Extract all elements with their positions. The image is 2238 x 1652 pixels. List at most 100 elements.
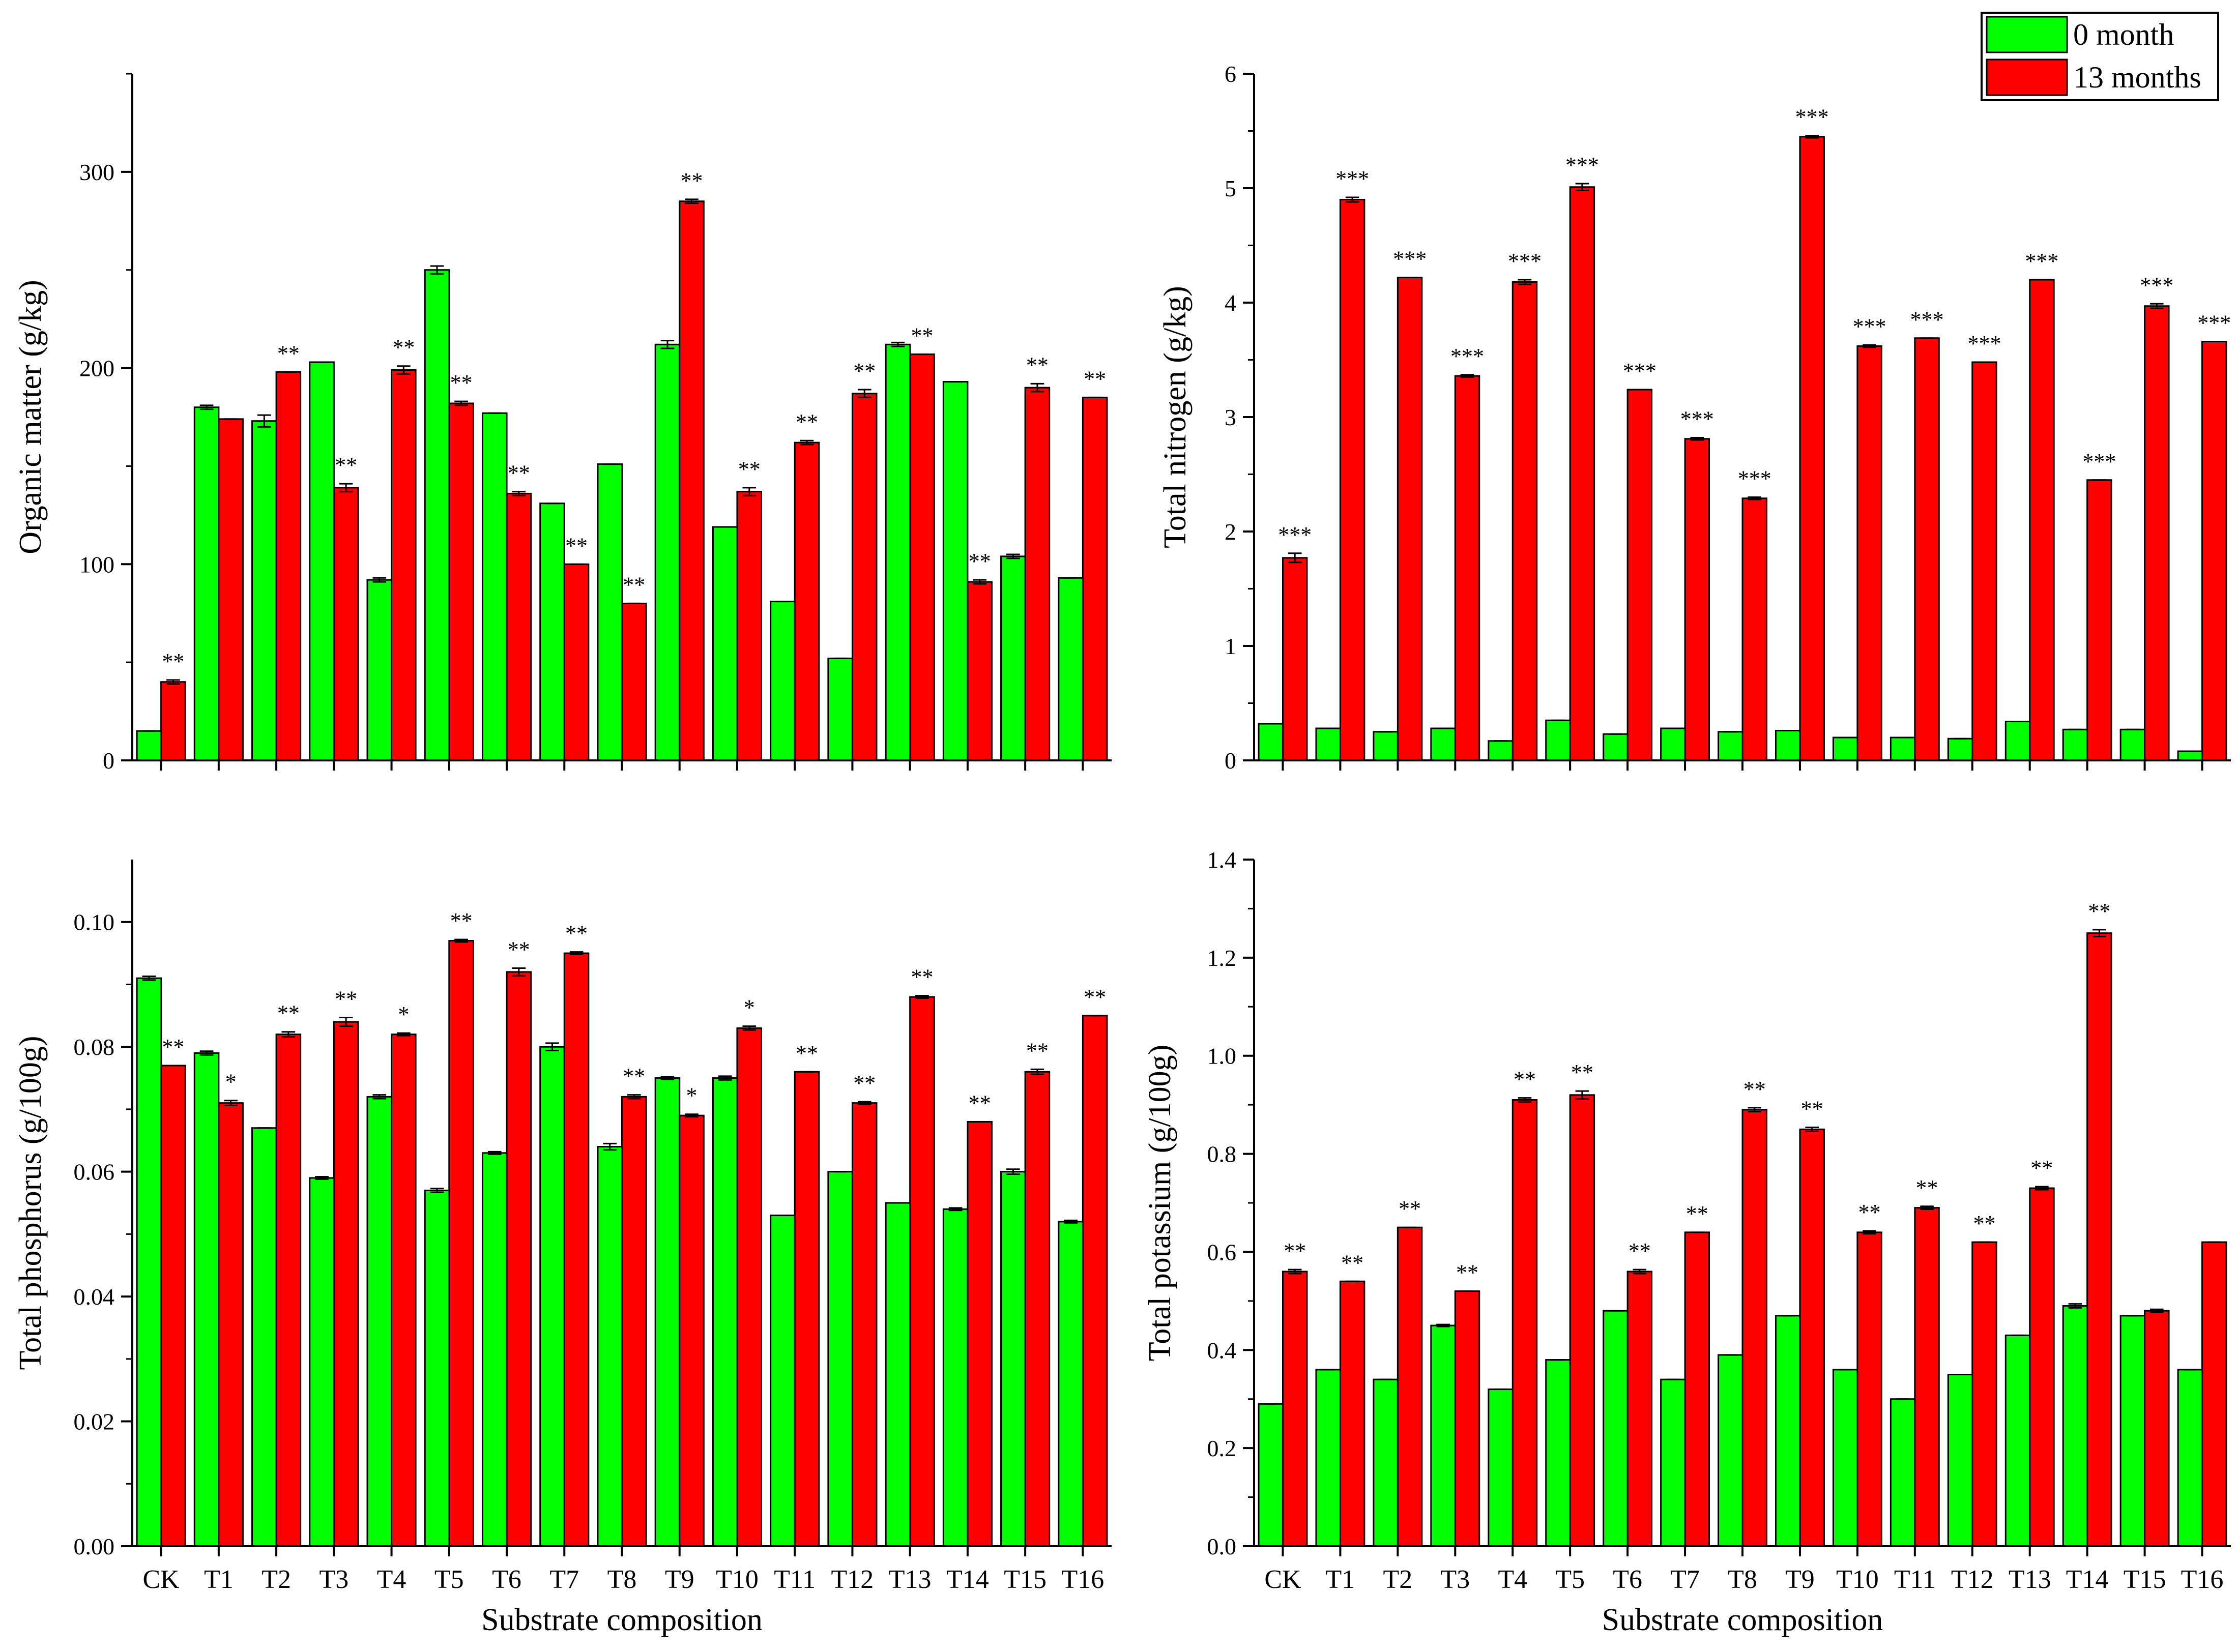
total-phosphorus-errorbar-0-month-ck xyxy=(142,976,156,981)
organic-matter-y-tick-label: 300 xyxy=(79,159,114,185)
total-phosphorus-significance-t11: ** xyxy=(796,1041,818,1066)
total-phosphorus-bar-0-month-ck xyxy=(136,977,162,1547)
organic-matter-errorbar-13-months-t3 xyxy=(339,483,353,493)
organic-matter-errorbar-13-months-ck xyxy=(166,679,180,685)
total-phosphorus-category-label-t9: T9 xyxy=(665,1565,694,1594)
total-phosphorus-errorbar-0-month-t4 xyxy=(372,1094,387,1100)
total-potassium-significance-t9: ** xyxy=(1801,1097,1823,1122)
organic-matter-bar-13-months-t14 xyxy=(967,581,993,761)
total-phosphorus-significance-t1: * xyxy=(225,1070,237,1095)
total-potassium-errorbar-13-months-t8 xyxy=(1748,1107,1761,1113)
total-nitrogen-errorbar-13-months-t15 xyxy=(2150,303,2164,309)
total-potassium-bar-13-months-t3 xyxy=(1454,1290,1480,1547)
total-nitrogen-bar-13-months-t11 xyxy=(1914,337,1940,761)
total-potassium-significance-t2: ** xyxy=(1399,1196,1421,1221)
organic-matter-bar-0-month-t11 xyxy=(770,601,796,761)
total-phosphorus-errorbar-13-months-t8 xyxy=(627,1094,641,1100)
total-nitrogen-bar-13-months-t13 xyxy=(2029,279,2055,761)
organic-matter-bar-0-month-t10 xyxy=(712,526,738,761)
total-phosphorus-bar-13-months-t5 xyxy=(448,940,474,1547)
total-nitrogen-errorbar-13-months-t8 xyxy=(1748,496,1761,500)
total-nitrogen-significance-t14: *** xyxy=(2082,449,2116,474)
total-potassium-significance-t14: ** xyxy=(2088,899,2110,924)
total-nitrogen-bar-13-months-t7 xyxy=(1684,438,1710,761)
total-phosphorus-category-label-t4: T4 xyxy=(377,1565,406,1594)
total-phosphorus-errorbar-0-month-t14 xyxy=(948,1207,963,1212)
total-nitrogen-bar-0-month-t11 xyxy=(1890,736,1916,761)
total-potassium-category-label-ck: CK xyxy=(1264,1565,1301,1594)
total-nitrogen-errorbar-13-months-t5 xyxy=(1575,183,1589,191)
total-nitrogen-bar-13-months-t2 xyxy=(1397,277,1423,761)
total-phosphorus-significance-t16: ** xyxy=(1084,985,1106,1010)
total-potassium-bar-13-months-t12 xyxy=(1971,1241,1997,1547)
organic-matter-bar-13-months-t5 xyxy=(448,402,474,761)
total-nitrogen-bar-13-months-t4 xyxy=(1512,281,1538,761)
total-potassium-y-tick-label: 0.2 xyxy=(1207,1435,1237,1461)
organic-matter-significance-t16: ** xyxy=(1084,366,1106,391)
total-phosphorus-bar-13-months-t12 xyxy=(851,1102,878,1547)
total-potassium-bar-13-months-t7 xyxy=(1684,1231,1710,1547)
organic-matter-bar-0-month-t9 xyxy=(654,343,681,761)
organic-matter-significance-t4: ** xyxy=(392,335,415,360)
total-phosphorus-bar-13-months-t4 xyxy=(391,1034,417,1547)
organic-matter-bar-0-month-t2 xyxy=(251,420,277,761)
total-nitrogen-errorbar-13-months-t3 xyxy=(1460,374,1474,378)
organic-matter-errorbar-13-months-t4 xyxy=(397,365,411,375)
organic-matter-significance-t12: ** xyxy=(853,359,876,383)
total-phosphorus-bar-13-months-t9 xyxy=(679,1114,705,1547)
total-potassium-y-tick-label: 1.2 xyxy=(1207,945,1237,971)
total-phosphorus-category-label-t2: T2 xyxy=(261,1565,291,1594)
total-nitrogen-y-tick-label: 2 xyxy=(1225,519,1236,545)
total-nitrogen-bar-0-month-t4 xyxy=(1488,740,1514,761)
total-phosphorus-bar-13-months-t11 xyxy=(794,1071,820,1547)
total-potassium-chart: ** CK ** T1 ** T2 ** T3 ** T4 ** T5 ** T6 ** T7 ** T8 ** T9… xyxy=(1143,847,2231,1637)
total-phosphorus-bar-13-months-t14 xyxy=(967,1120,993,1547)
total-potassium-bar-0-month-t3 xyxy=(1430,1324,1456,1547)
total-nitrogen-significance-t11: *** xyxy=(1910,307,1944,332)
total-phosphorus-significance-t2: ** xyxy=(277,1001,300,1026)
total-phosphorus-bar-13-months-t3 xyxy=(333,1021,359,1547)
legend-swatch-0-month xyxy=(1986,16,2068,53)
total-nitrogen-significance-t13: *** xyxy=(2025,249,2058,274)
organic-matter-significance-t5: ** xyxy=(450,370,473,395)
total-potassium-significance-t7: ** xyxy=(1686,1201,1708,1226)
organic-matter-errorbar-0-month-t2 xyxy=(257,414,271,428)
organic-matter-significance-t6: ** xyxy=(508,461,530,486)
total-potassium-category-label-t16: T16 xyxy=(2181,1565,2224,1594)
total-nitrogen-bar-0-month-t14 xyxy=(2062,728,2088,761)
total-nitrogen-chart: *** *** *** *** *** *** *** *** *** *** *** *** *** *… xyxy=(1158,61,2231,774)
total-phosphorus-category-label-t7: T7 xyxy=(549,1565,579,1594)
total-nitrogen-bar-0-month-t9 xyxy=(1775,730,1801,761)
total-nitrogen-significance-t12: *** xyxy=(1967,331,2001,356)
total-potassium-bar-0-month-t15 xyxy=(2119,1315,2146,1547)
organic-matter-y-tick-label: 200 xyxy=(79,356,114,381)
total-nitrogen-bar-0-month-t16 xyxy=(2177,750,2203,761)
organic-matter-errorbar-0-month-t4 xyxy=(372,577,387,583)
total-nitrogen-bar-0-month-t1 xyxy=(1315,727,1341,761)
total-potassium-errorbar-13-months-t5 xyxy=(1575,1090,1589,1100)
total-potassium-bar-0-month-t16 xyxy=(2177,1369,2203,1547)
organic-matter-bar-0-month-t16 xyxy=(1058,577,1084,761)
total-phosphorus-significance-t10: * xyxy=(744,995,755,1020)
total-nitrogen-significance-t10: *** xyxy=(1853,314,1886,339)
total-nitrogen-y-axis-title: Total nitrogen (g/kg) xyxy=(1158,286,1193,548)
total-phosphorus-category-label-t8: T8 xyxy=(607,1565,637,1594)
organic-matter-bar-0-month-t15 xyxy=(1000,555,1026,761)
organic-matter-bar-0-month-t3 xyxy=(309,361,335,761)
total-potassium-bar-13-months-t2 xyxy=(1397,1226,1423,1547)
total-nitrogen-bar-13-months-t3 xyxy=(1454,375,1480,761)
total-phosphorus-bar-13-months-t13 xyxy=(909,996,935,1547)
total-potassium-significance-t4: ** xyxy=(1514,1067,1536,1092)
total-potassium-significance-ck: ** xyxy=(1284,1238,1306,1263)
total-phosphorus-bar-0-month-t3 xyxy=(309,1177,335,1547)
total-nitrogen-significance-t8: *** xyxy=(1738,466,1771,491)
total-phosphorus-errorbar-0-month-t8 xyxy=(603,1142,617,1151)
total-potassium-bar-13-months-t8 xyxy=(1741,1109,1767,1547)
total-potassium-y-tick-label: 1.4 xyxy=(1207,847,1237,873)
total-phosphorus-y-tick-label: 0.10 xyxy=(74,909,115,935)
total-phosphorus-errorbar-13-months-t9 xyxy=(685,1113,699,1118)
total-potassium-category-label-t5: T5 xyxy=(1555,1565,1585,1594)
total-potassium-category-label-t6: T6 xyxy=(1613,1565,1642,1594)
total-nitrogen-y-tick-label: 4 xyxy=(1225,290,1236,316)
